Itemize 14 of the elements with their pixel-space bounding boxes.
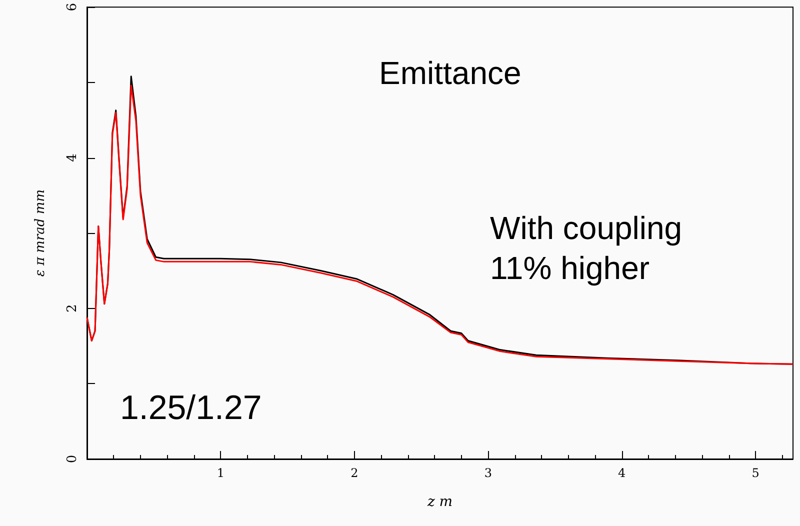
y-tick-label: 0 <box>65 454 80 464</box>
y-axis-title: ε π mrad mm <box>33 189 48 277</box>
annotation: With coupling 11% higher <box>490 210 682 286</box>
x-tick-label: 5 <box>752 466 760 480</box>
y-tick-label: 4 <box>65 154 80 162</box>
annotation: 1.25/1.27 <box>120 389 262 427</box>
y-tick-label: 6 <box>65 2 80 12</box>
y-tick-label: 2 <box>65 304 80 313</box>
x-axis-title: z m <box>426 494 453 510</box>
x-tick-label: 2 <box>350 466 358 480</box>
x-tick-label: 4 <box>618 466 626 480</box>
x-tick-label: 1 <box>216 466 225 480</box>
text: Emittance <box>379 55 522 91</box>
x-tick-label: 3 <box>484 466 492 480</box>
